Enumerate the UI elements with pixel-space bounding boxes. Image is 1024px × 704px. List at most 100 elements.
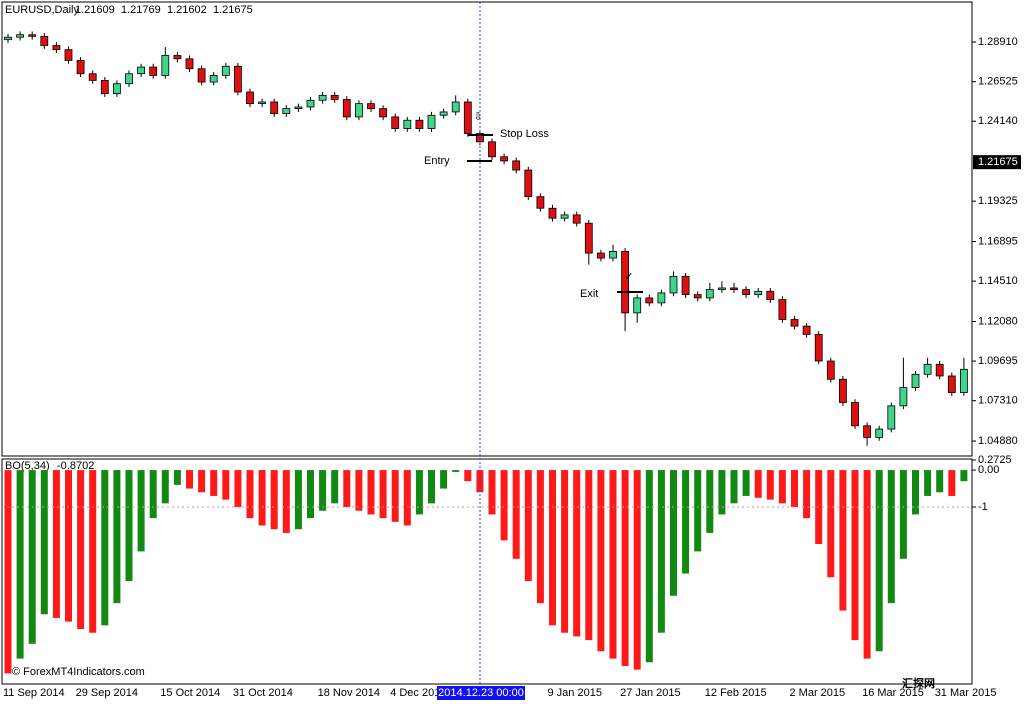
bar (343, 470, 351, 508)
bar (791, 470, 798, 508)
candle-body (560, 214, 569, 219)
bar (452, 470, 460, 472)
candle-body (572, 214, 581, 224)
candle-body (911, 373, 920, 388)
x-tick-label: 11 Sep 2014 (3, 687, 65, 699)
bar (960, 470, 968, 482)
bar (476, 470, 484, 493)
bar (125, 470, 133, 581)
bar (766, 470, 774, 500)
bar (16, 470, 24, 659)
candle-body (391, 116, 400, 129)
candle-body (693, 294, 702, 299)
bar (694, 470, 702, 552)
current-price-label: 1.21675 (978, 156, 1018, 168)
bar (367, 470, 375, 515)
bar (173, 470, 181, 485)
candle-body (488, 141, 496, 158)
bar (670, 470, 677, 596)
bar (549, 470, 556, 626)
bar (488, 470, 496, 515)
candle-body (645, 297, 654, 304)
x-tick-label: 31 Oct 2014 (233, 687, 293, 699)
bar (355, 470, 363, 511)
crosshair-label-box (437, 686, 525, 700)
candle-body (282, 108, 291, 114)
bar (89, 470, 97, 633)
y-tick-label: 1.19325 (978, 195, 1018, 207)
bar (875, 470, 883, 652)
bar (803, 470, 811, 519)
bar (899, 470, 907, 559)
x-tick-label: 15 Oct 2014 (160, 687, 220, 699)
bar (137, 470, 145, 552)
bar (778, 470, 786, 504)
candle-body (149, 66, 158, 76)
candle-body (16, 34, 25, 38)
bar (682, 470, 690, 574)
bar (536, 470, 544, 604)
bar (742, 470, 750, 496)
bar (319, 470, 327, 511)
candle-body (778, 299, 787, 320)
bar (585, 470, 593, 641)
candle-body (100, 79, 109, 95)
bar (391, 470, 399, 522)
indicator-value: -0.8702 (57, 460, 94, 472)
bar (936, 470, 944, 493)
candle-body (28, 34, 37, 37)
candle-body (330, 94, 339, 100)
header-value: 1.21609 (75, 4, 115, 16)
bar (161, 470, 169, 504)
candle-body (730, 287, 738, 291)
candle-body (863, 425, 871, 438)
candle-body (826, 360, 835, 380)
candle-body (270, 101, 279, 114)
candle-body (64, 49, 73, 61)
x-tick-label: 16 Mar 2015 (862, 687, 924, 699)
symbol: EURUSD,Daily (5, 4, 79, 16)
annotation: ✓ (624, 271, 633, 283)
bar (730, 470, 738, 504)
candle-body (633, 297, 642, 314)
candle-body (705, 289, 714, 299)
candle-body (669, 275, 678, 294)
candle-body (947, 375, 956, 393)
candle-body (197, 68, 206, 83)
bar (294, 470, 302, 530)
bar (633, 470, 641, 670)
bar (657, 470, 665, 633)
x-tick-label: 31 Mar 2015 (935, 687, 997, 699)
bar (428, 470, 435, 504)
bar (198, 470, 206, 493)
bar (282, 470, 290, 533)
bar (379, 470, 387, 519)
candle-body (318, 94, 327, 101)
bar (234, 470, 242, 508)
candle-body (294, 106, 303, 110)
watermark: © ForexMT4Indicators.com (12, 666, 145, 678)
candle-body (475, 133, 484, 143)
candle-body (899, 387, 908, 407)
candle-body (790, 319, 799, 327)
candle-body (258, 101, 267, 105)
y-tick-label: 1.14510 (978, 275, 1018, 287)
bar (597, 470, 605, 652)
bar (270, 470, 278, 530)
candle-body (524, 169, 533, 198)
candle-body (354, 103, 363, 118)
bar (621, 470, 629, 666)
candle-body (221, 65, 230, 76)
candle-body (609, 251, 617, 259)
candle-body (137, 66, 146, 75)
candle-body (960, 368, 968, 393)
bar (464, 470, 472, 482)
candle-body (935, 363, 944, 377)
x-tick-label: 9 Jan 2015 (548, 687, 602, 699)
y-tick-label: 1.04880 (978, 435, 1018, 447)
y-tick-label: 1.09695 (978, 355, 1018, 367)
candle-body (887, 405, 896, 430)
candle-body (597, 252, 605, 259)
candle-body (4, 36, 12, 41)
